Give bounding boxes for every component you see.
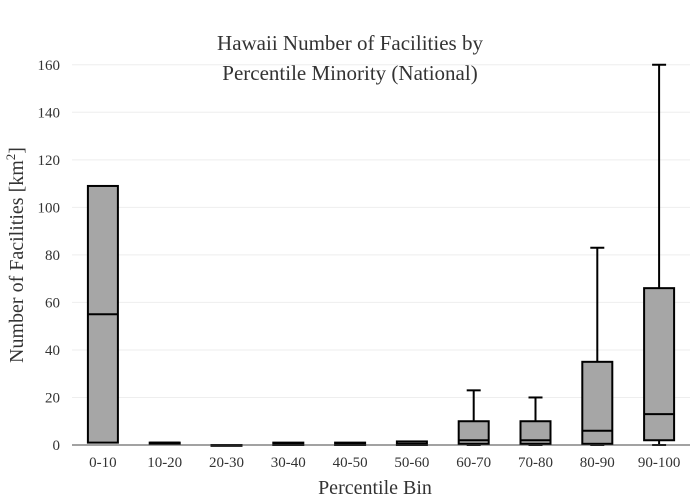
chart-title-line-2: Percentile Minority (National) bbox=[222, 61, 477, 85]
y-axis-label-end: ] bbox=[6, 147, 28, 154]
box-50-60 bbox=[395, 440, 428, 446]
x-tick-label-60-70: 60-70 bbox=[456, 455, 491, 471]
x-tick-label-80-90: 80-90 bbox=[580, 455, 615, 471]
x-tick-label-90-100: 90-100 bbox=[638, 455, 681, 471]
box-60-70 bbox=[457, 389, 490, 446]
x-tick-label-30-40: 30-40 bbox=[271, 455, 306, 471]
x-tick-label-0-10: 0-10 bbox=[89, 455, 117, 471]
box-90-100 bbox=[643, 63, 676, 446]
y-tick-labels: 0 20 40 60 80 100 120 140 160 bbox=[38, 58, 61, 454]
y-tick-label-5: 100 bbox=[38, 200, 61, 216]
y-axis-label-main: Number of Facilities [km bbox=[6, 160, 28, 363]
y-tick-label-8: 160 bbox=[38, 58, 61, 74]
x-tick-labels: 0-10 10-20 20-30 30-40 40-50 50-60 60-70 70-80 8… bbox=[89, 455, 680, 471]
x-tick-label-50-60: 50-60 bbox=[394, 455, 429, 471]
chart-title-line-1: Hawaii Number of Facilities by bbox=[217, 31, 483, 55]
y-tick-label-0: 0 bbox=[53, 438, 61, 454]
box-70-80 bbox=[519, 396, 552, 446]
x-axis-label: Percentile Bin bbox=[318, 477, 432, 499]
x-tick-label-70-80: 70-80 bbox=[518, 455, 553, 471]
box-iqr bbox=[457, 420, 490, 445]
y-tick-label-1: 20 bbox=[45, 390, 60, 406]
box-80-90 bbox=[581, 246, 614, 446]
y-tick-label-4: 80 bbox=[45, 248, 60, 264]
y-axis-label: Number of Facilities [km2] bbox=[3, 147, 28, 363]
box-10-20 bbox=[148, 441, 181, 445]
y-tick-label-2: 40 bbox=[45, 343, 60, 359]
grid-lines bbox=[72, 64, 690, 398]
y-tick-label-3: 60 bbox=[45, 295, 60, 311]
y-tick-label-6: 120 bbox=[38, 153, 61, 169]
y-axis-label-superscript: 2 bbox=[3, 154, 18, 161]
box-0-10 bbox=[86, 184, 119, 444]
x-tick-label-20-30: 20-30 bbox=[209, 455, 244, 471]
box-iqr bbox=[643, 287, 676, 442]
x-tick-label-40-50: 40-50 bbox=[333, 455, 368, 471]
box-iqr bbox=[519, 420, 552, 445]
x-tick-label-10-20: 10-20 bbox=[147, 455, 182, 471]
y-tick-label-7: 140 bbox=[38, 105, 61, 121]
